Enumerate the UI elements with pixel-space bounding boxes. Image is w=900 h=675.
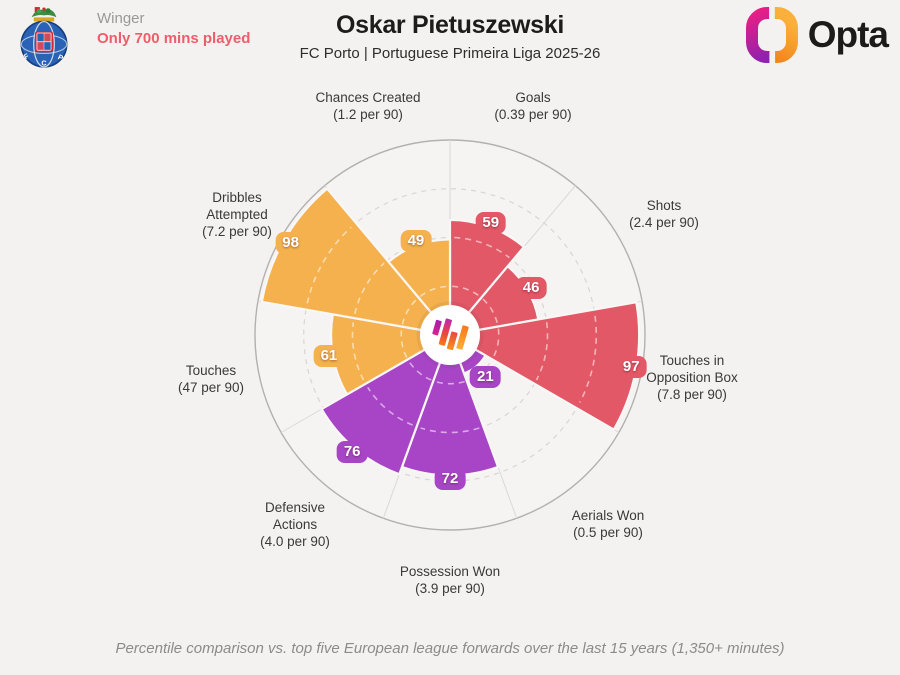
- value-pill-touches: 61: [313, 345, 345, 368]
- gridline-arc: [351, 322, 365, 381]
- gridline-arc: [535, 322, 549, 381]
- value-pill-touches-in-opposition-box: 97: [615, 355, 647, 378]
- metric-label-touches: Touches (47 per 90): [136, 362, 286, 396]
- gridline-arc: [401, 298, 418, 325]
- svg-text:F: F: [22, 51, 31, 61]
- value-pill-possession-won: 72: [434, 468, 466, 491]
- metric-per90: (47 per 90): [177, 380, 245, 395]
- minutes-warning: Only 700 mins played: [97, 30, 251, 47]
- metric-label-dribbles-attempted: Dribbles Attempted (7.2 per 90): [188, 189, 286, 240]
- gridline-arc: [367, 386, 413, 426]
- metric-per90: (2.4 per 90): [629, 215, 699, 230]
- value-pill-chances-created: 49: [400, 230, 432, 253]
- opta-logo: Opta: [745, 6, 889, 64]
- metric-label-possession-won: Possession Won (3.9 per 90): [365, 563, 535, 597]
- gridline-arc: [452, 285, 481, 297]
- header-titles: Oskar Pietuszewski FC Porto | Portuguese…: [0, 11, 900, 62]
- opta-wordmark: Opta: [807, 14, 889, 55]
- metric-label-touches-in-opposition-box: Touches in Opposition Box (7.8 per 90): [633, 352, 751, 403]
- gridline-arc: [408, 360, 432, 381]
- metric-name: Goals: [515, 90, 551, 105]
- gridline-arc: [354, 262, 385, 315]
- metric-per90: (4.0 per 90): [260, 534, 330, 549]
- metric-per90: (3.9 per 90): [415, 581, 485, 596]
- metric-name: Touches in Opposition Box: [646, 353, 738, 385]
- metric-per90: (7.8 per 90): [657, 387, 727, 402]
- gridline-arc: [419, 285, 448, 297]
- opta-pulse-icon: [416, 301, 484, 369]
- footer-note: Percentile comparison vs. top five Europ…: [115, 640, 785, 657]
- value-pill-dribbles-attempted: 98: [275, 232, 306, 254]
- metric-label-shots: Shots (2.4 per 90): [589, 197, 739, 231]
- page-subtitle: FC Porto | Portuguese Primeira Liga 2025…: [299, 45, 601, 62]
- gridline-arc: [579, 315, 598, 403]
- gridline-arc: [306, 226, 352, 304]
- metric-name: Dribbles Attempted: [206, 190, 268, 222]
- opta-ring-icon: [745, 7, 798, 63]
- value-pill-goals: 59: [475, 212, 507, 235]
- gridline-arc: [492, 328, 500, 358]
- metric-name: Touches: [185, 363, 237, 378]
- metric-label-defensive-actions: Defensive Actions (4.0 per 90): [248, 499, 342, 550]
- metric-per90: (7.2 per 90): [202, 224, 272, 239]
- page-title: Oskar Pietuszewski: [335, 11, 565, 39]
- value-pill-shots: 46: [515, 277, 547, 300]
- metric-name: Chances Created: [315, 90, 421, 105]
- metric-name: Defensive Actions: [264, 500, 326, 532]
- gridline-arc: [435, 380, 465, 385]
- value-pill-defensive-actions: 76: [336, 440, 368, 463]
- value-pill-aerials-won: 21: [470, 366, 501, 389]
- gridline-arc: [454, 236, 510, 259]
- gridline-arc: [400, 328, 408, 358]
- fc-porto-crest-icon: F C P: [20, 7, 68, 68]
- metric-name: Possession Won: [399, 564, 501, 579]
- metric-per90: (1.2 per 90): [333, 107, 403, 122]
- gridline-arc: [482, 298, 499, 325]
- metric-name: Shots: [646, 198, 682, 213]
- svg-text:C: C: [41, 58, 46, 67]
- metric-name: Aerials Won: [571, 508, 645, 523]
- metric-label-chances-created: Chances Created (1.2 per 90): [283, 89, 453, 123]
- metric-per90: (0.39 per 90): [494, 107, 572, 122]
- metric-label-aerials-won: Aerials Won (0.5 per 90): [528, 507, 688, 541]
- metric-per90: (0.5 per 90): [573, 525, 643, 540]
- player-position: Winger: [97, 10, 145, 27]
- player-qualifiers: Winger Only 700 mins played: [97, 9, 250, 49]
- gridline-arc: [420, 427, 480, 434]
- svg-text:P: P: [57, 52, 65, 62]
- metric-label-goals: Goals (0.39 per 90): [458, 89, 608, 123]
